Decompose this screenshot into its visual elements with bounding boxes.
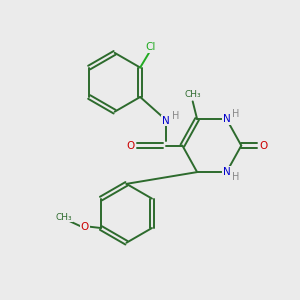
Text: O: O bbox=[127, 141, 135, 151]
Text: CH₃: CH₃ bbox=[56, 213, 73, 222]
Text: N: N bbox=[223, 167, 230, 177]
Text: N: N bbox=[162, 116, 170, 126]
Text: O: O bbox=[81, 222, 89, 232]
Text: H: H bbox=[232, 172, 240, 182]
Text: H: H bbox=[232, 109, 240, 119]
Text: O: O bbox=[259, 141, 268, 151]
Text: H: H bbox=[172, 111, 179, 121]
Text: N: N bbox=[223, 114, 230, 124]
Text: CH₃: CH₃ bbox=[184, 90, 201, 99]
Text: Cl: Cl bbox=[145, 42, 156, 52]
